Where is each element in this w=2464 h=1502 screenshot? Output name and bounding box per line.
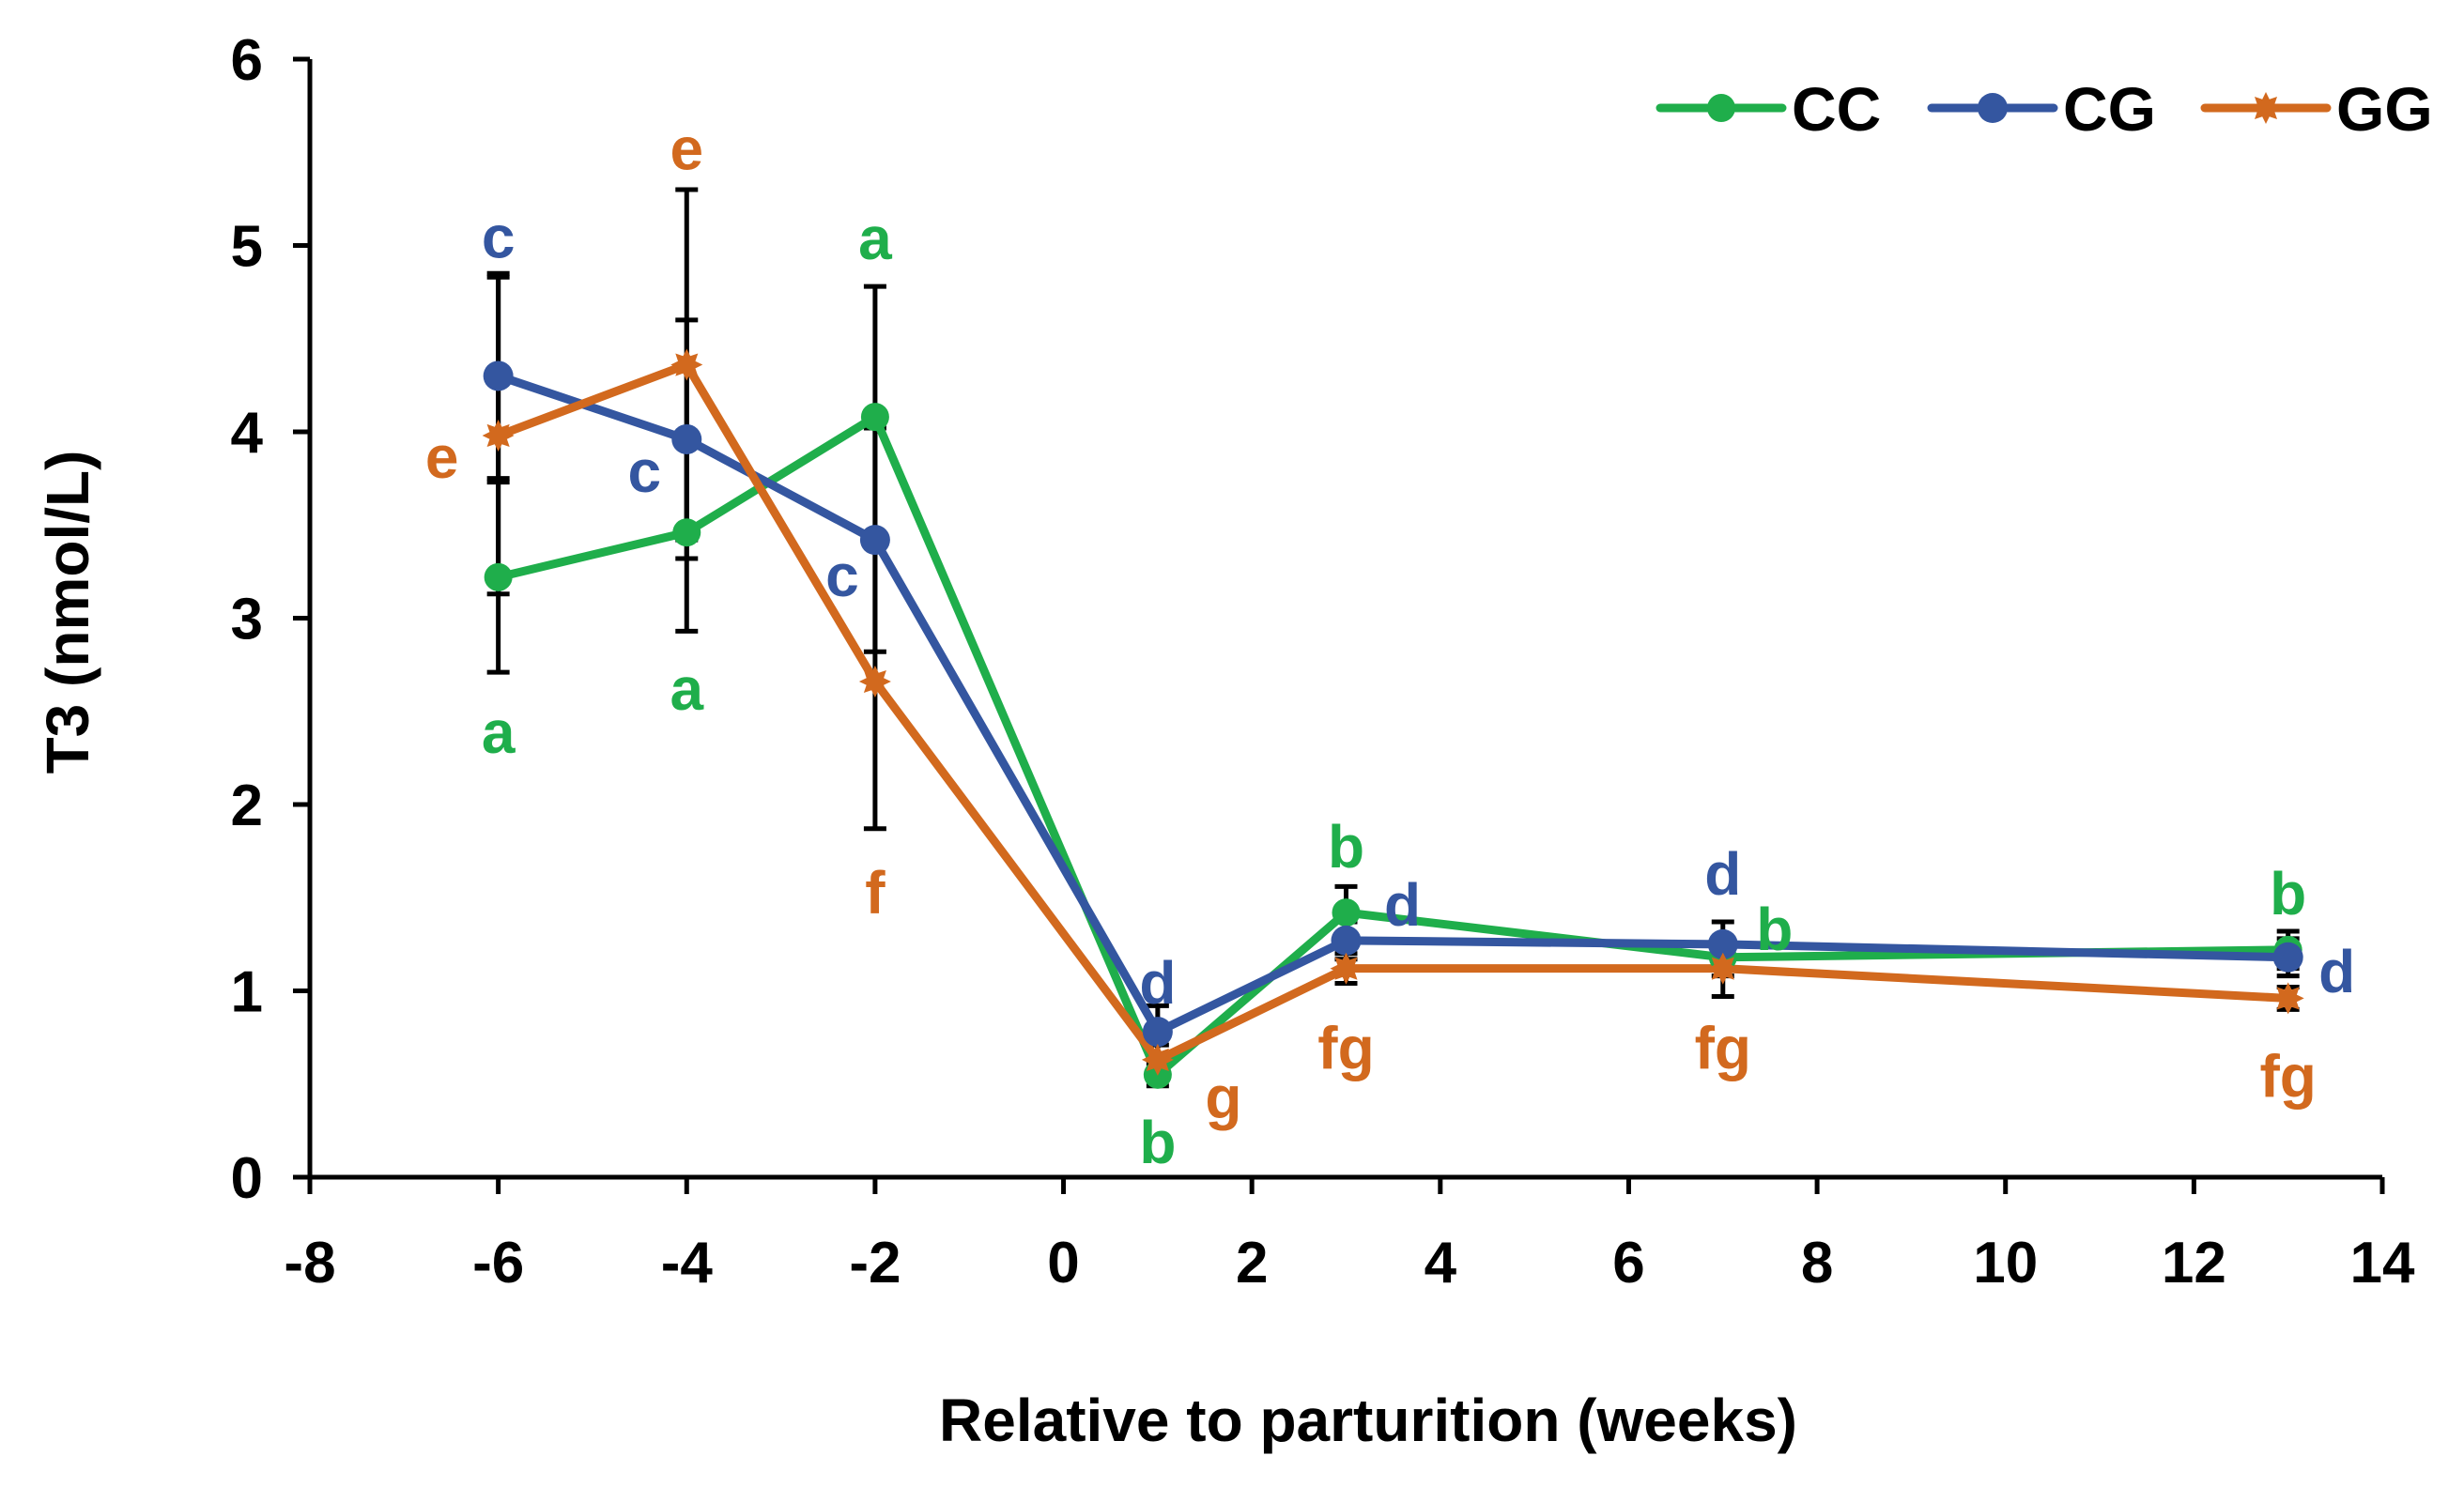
y-tick-label: 3 [231, 588, 263, 652]
significance-letter-cg: c [482, 203, 516, 270]
x-axis-title: Relative to parturition (weeks) [939, 1387, 1797, 1454]
x-tick-label: -8 [284, 1231, 335, 1295]
x-tick-label: 14 [2350, 1231, 2415, 1295]
significance-letter-cg: d [2318, 938, 2355, 1005]
data-point-cc [672, 518, 701, 547]
x-tick-label: -6 [472, 1231, 524, 1295]
x-tick-label: -2 [849, 1231, 901, 1295]
significance-letter-cg: c [825, 542, 859, 609]
y-axis-title: T3 (nmol/L) [34, 451, 101, 774]
y-tick-label: 4 [231, 401, 264, 466]
data-point-cc [860, 403, 889, 432]
y-tick-label: 2 [231, 774, 263, 838]
legend: CC CG GG [1656, 74, 2433, 144]
data-point-cg [2272, 942, 2303, 973]
significance-letter-cc: b [2270, 860, 2306, 927]
significance-letter-gg: e [425, 423, 459, 491]
data-point-cg [671, 423, 702, 454]
data-point-cg [859, 525, 890, 556]
significance-letter-gg: f [865, 859, 886, 927]
x-tick-label: 4 [1424, 1231, 1457, 1295]
significance-letter-gg: fg [1695, 1015, 1751, 1082]
legend-item-cg: CG [1927, 74, 2156, 144]
significance-letter-gg: fg [1317, 1015, 1374, 1082]
data-point-gg [1141, 1043, 1174, 1076]
significance-letter-cc: b [1328, 813, 1364, 881]
significance-letter-cc: b [1756, 896, 1793, 963]
series-line-cc [494, 412, 2293, 1080]
x-tick-label: 10 [1973, 1231, 2038, 1295]
data-point-cg [483, 360, 514, 391]
x-tick-label: -4 [661, 1231, 714, 1295]
significance-letter-cc: b [1139, 1109, 1176, 1176]
legend-swatch-marker [1707, 94, 1735, 122]
y-tick-label: 1 [231, 960, 263, 1025]
significance-letter-gg: e [670, 115, 703, 183]
data-point-gg [1330, 952, 1363, 985]
x-tick-label: 6 [1612, 1231, 1644, 1295]
data-point-cg [1142, 1017, 1173, 1048]
significance-letter-cc: a [858, 205, 892, 272]
significance-letter-gg: g [1205, 1064, 1241, 1131]
significance-letter-gg: fg [2259, 1042, 2316, 1110]
significance-letter-cc: a [482, 698, 516, 766]
data-point-cc [484, 562, 513, 591]
data-point-gg [1706, 952, 1739, 985]
x-tick-label: 8 [1801, 1231, 1833, 1295]
y-tick-label: 0 [231, 1146, 263, 1211]
legend-swatch-marker [1978, 93, 2008, 123]
marker-layer [482, 348, 2304, 1089]
legend-item-gg: GG [2200, 74, 2433, 144]
data-point-cg [1707, 928, 1738, 959]
legend-item-cc: CC [1656, 74, 1881, 144]
data-point-gg [670, 348, 703, 381]
data-point-gg [858, 666, 891, 697]
x-tick-label: 0 [1047, 1231, 1079, 1295]
significance-letter-cg: d [1139, 949, 1176, 1017]
data-point-gg [2272, 982, 2304, 1015]
data-point-cc [1332, 898, 1361, 927]
data-point-cg [1331, 925, 1362, 956]
significance-letter-cc: a [670, 655, 703, 723]
significance-letter-cg: d [1384, 871, 1421, 939]
legend-swatch-marker [2250, 92, 2282, 124]
y-tick-label: 6 [231, 28, 263, 93]
y-tick-label: 5 [231, 215, 263, 280]
data-point-gg [482, 420, 515, 452]
significance-letter-cg: c [627, 437, 661, 505]
significance-letter-cg: d [1704, 840, 1741, 908]
legend-label: CG [2063, 74, 2156, 144]
x-tick-label: 2 [1236, 1231, 1268, 1295]
line-layer [494, 360, 2293, 1080]
legend-label: GG [2336, 74, 2433, 144]
legend-label: CC [1792, 74, 1881, 144]
x-tick-label: 12 [2162, 1231, 2226, 1295]
